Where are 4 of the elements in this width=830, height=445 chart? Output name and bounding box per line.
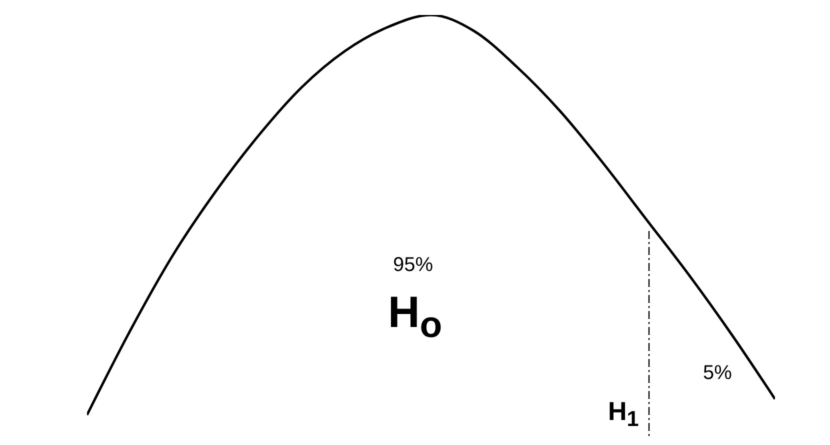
annotation: H$_{o}$: [388, 288, 442, 345]
annotation: 95%: [393, 254, 434, 276]
annotation: 5%: [703, 362, 732, 384]
annotation: H$_{1}$: [608, 396, 639, 432]
